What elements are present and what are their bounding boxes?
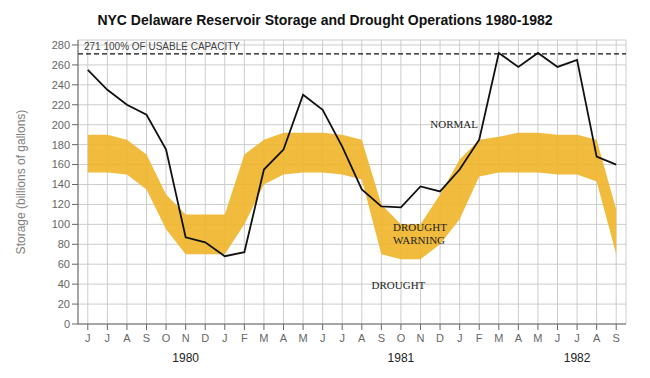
svg-text:J: J bbox=[457, 332, 463, 344]
svg-text:160: 160 bbox=[52, 158, 70, 170]
svg-text:J: J bbox=[574, 332, 580, 344]
svg-text:120: 120 bbox=[52, 198, 70, 210]
svg-text:A: A bbox=[358, 332, 366, 344]
svg-text:J: J bbox=[320, 332, 326, 344]
svg-text:N: N bbox=[417, 332, 425, 344]
html-text:NYC Delaware Reservoir Storage: NYC Delaware Reservoir Storage and Droug… bbox=[97, 12, 553, 28]
svg-text:S: S bbox=[143, 332, 150, 344]
svg-text:220: 220 bbox=[52, 99, 70, 111]
svg-text:20: 20 bbox=[58, 298, 70, 310]
svg-text:A: A bbox=[280, 332, 288, 344]
svg-text:N: N bbox=[182, 332, 190, 344]
svg-text:S: S bbox=[613, 332, 620, 344]
svg-text:J: J bbox=[555, 332, 561, 344]
svg-text:271 100% OF USABLE CAPACITY: 271 100% OF USABLE CAPACITY bbox=[84, 41, 240, 52]
svg-text:1981: 1981 bbox=[388, 351, 415, 365]
svg-text:100: 100 bbox=[52, 218, 70, 230]
svg-text:NORMAL: NORMAL bbox=[430, 117, 478, 129]
svg-text:J: J bbox=[85, 332, 91, 344]
svg-text:60: 60 bbox=[58, 258, 70, 270]
svg-text:DROUGHT: DROUGHT bbox=[372, 279, 426, 291]
svg-text:J: J bbox=[339, 332, 345, 344]
svg-text:D: D bbox=[201, 332, 209, 344]
svg-text:40: 40 bbox=[58, 278, 70, 290]
svg-text:M: M bbox=[298, 332, 307, 344]
svg-text:A: A bbox=[593, 332, 601, 344]
svg-text:0: 0 bbox=[64, 318, 70, 330]
svg-text:O: O bbox=[162, 332, 171, 344]
svg-text:F: F bbox=[476, 332, 483, 344]
svg-text:1982: 1982 bbox=[564, 351, 591, 365]
svg-text:D: D bbox=[436, 332, 444, 344]
svg-text:J: J bbox=[222, 332, 228, 344]
svg-text:M: M bbox=[259, 332, 268, 344]
svg-text:1980: 1980 bbox=[172, 351, 199, 365]
svg-text:260: 260 bbox=[52, 59, 70, 71]
svg-text:DROUGHTWARNING: DROUGHTWARNING bbox=[393, 220, 447, 245]
svg-text:80: 80 bbox=[58, 238, 70, 250]
svg-text:280: 280 bbox=[52, 39, 70, 51]
svg-text:200: 200 bbox=[52, 119, 70, 131]
svg-text:O: O bbox=[397, 332, 406, 344]
svg-text:S: S bbox=[378, 332, 385, 344]
svg-text:J: J bbox=[105, 332, 111, 344]
svg-text:A: A bbox=[515, 332, 523, 344]
svg-text:M: M bbox=[533, 332, 542, 344]
svg-text:F: F bbox=[241, 332, 248, 344]
svg-text:A: A bbox=[123, 332, 131, 344]
svg-text:180: 180 bbox=[52, 139, 70, 151]
svg-text:240: 240 bbox=[52, 79, 70, 91]
svg-text:Storage (billions of gallons): Storage (billions of gallons) bbox=[14, 110, 28, 255]
svg-text:M: M bbox=[494, 332, 503, 344]
svg-text:140: 140 bbox=[52, 178, 70, 190]
